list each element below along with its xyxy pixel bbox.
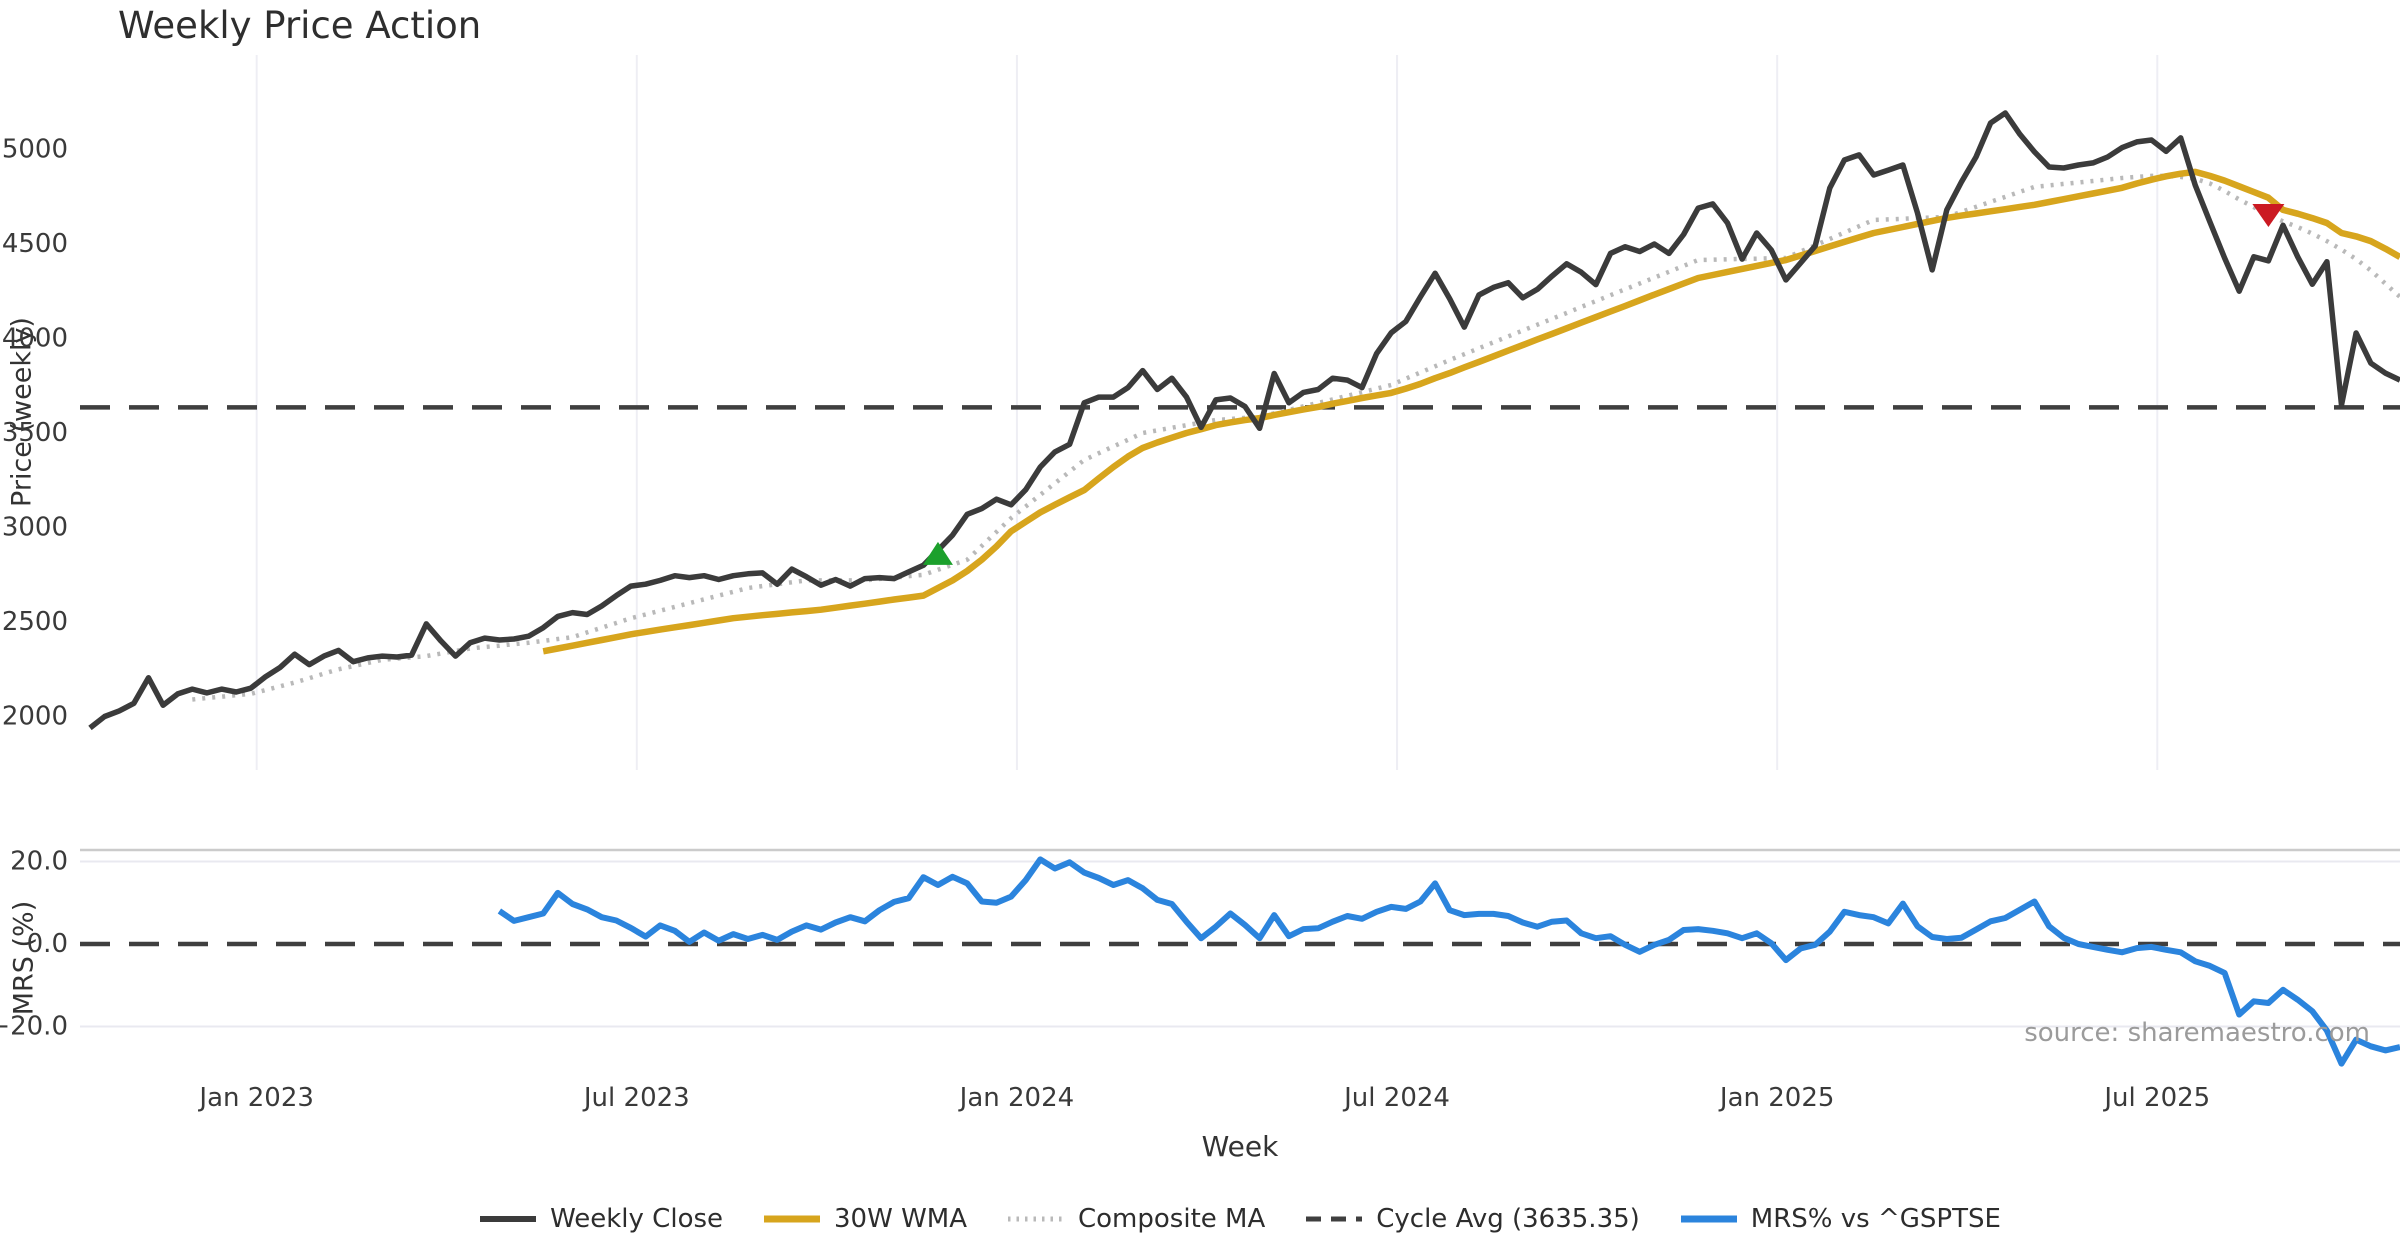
y-tick-label: 5000 [2,134,68,164]
y-tick-label: 20.0 [10,847,68,877]
triangle-down-marker-icon [2252,204,2285,228]
series-30w-wma-line [542,168,2400,655]
legend-item-composite-ma: Composite MA [1007,1204,1265,1234]
legend-swatch-line-icon [764,1215,821,1223]
legend-label: MRS% vs ^GSPTSE [1750,1204,2001,1234]
legend-label: Composite MA [1078,1204,1266,1234]
source-credit: source: sharemaestro.com [2024,1018,2370,1048]
x-tick-label: Jul 2024 [1342,1083,1450,1113]
legend-swatch-line-icon [480,1216,537,1222]
series-composite-ma-line [192,173,2400,702]
y-tick-label: 2000 [2,702,68,732]
chart-title: Weekly Price Action [118,4,482,47]
legend-label: 30W WMA [834,1204,967,1234]
legend-item-cycle-avg-3635-35: Cycle Avg (3635.35) [1305,1204,1640,1234]
triangle-up-marker-icon [922,541,953,565]
y-tick-label: 4000 [2,323,68,353]
y-tick-label: −20.0 [0,1012,68,1042]
legend-item-30w-wma: 30W WMA [763,1204,967,1234]
legend-swatch-line-icon [1680,1215,1737,1223]
legend-swatch-line-icon [1306,1216,1363,1222]
y-tick-label: 3500 [2,418,68,448]
y-tick-label: 0.0 [27,929,68,959]
x-tick-label: Jul 2023 [582,1083,690,1113]
x-tick-label: Jan 2024 [958,1083,1075,1113]
y-tick-label: 4500 [2,229,68,259]
legend-item-weekly-close: Weekly Close [479,1204,723,1234]
legend-label: Cycle Avg (3635.35) [1376,1204,1640,1234]
legend-item-mrs-vs-gsptse: MRS% vs ^GSPTSE [1680,1204,2001,1234]
x-tick-label: Jan 2025 [1718,1083,1835,1113]
series-weekly-close-line [88,110,2400,731]
chart-legend: Weekly Close 30W WMA Composite MA Cycle Avg… [80,1204,2400,1234]
legend-label: Weekly Close [550,1204,724,1234]
x-tick-label: Jul 2025 [2102,1083,2210,1113]
y-tick-label: 2500 [2,607,68,637]
legend-swatch-line-icon [1008,1216,1064,1222]
x-tick-label: Jan 2023 [197,1083,314,1113]
y-tick-label: 3000 [2,513,68,543]
series-mrs-vs-gsptse-line [497,856,2400,1067]
x-axis-label: Week [1201,1130,1279,1163]
